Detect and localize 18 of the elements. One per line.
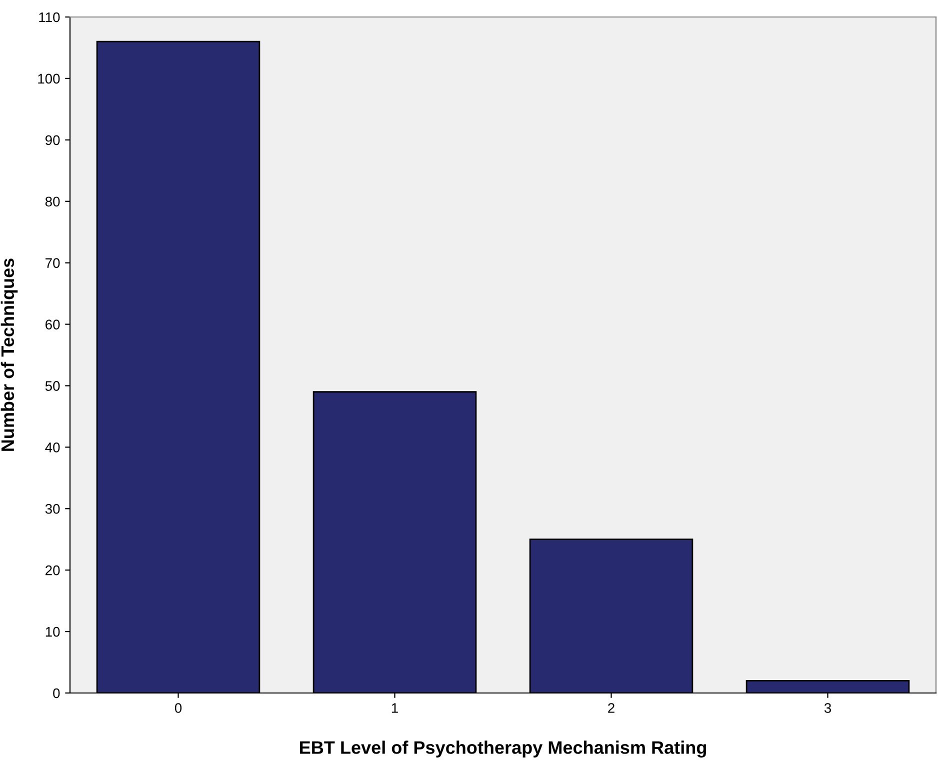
y-tick-label: 50 (45, 381, 60, 391)
y-tick-label: 40 (45, 442, 60, 452)
y-axis-title: Number of Techniques (0, 258, 18, 451)
y-tick-label: 60 (46, 320, 60, 330)
y-tick-label: 10 (46, 626, 60, 637)
y-tick-label: 0 (53, 688, 60, 698)
x-tick-label: 1 (392, 703, 398, 713)
x-tick-label: 2 (608, 703, 614, 713)
x-axis-title: EBT Level of Psychotherapy Mechanism Rating (300, 740, 706, 758)
y-tick-label: 20 (46, 565, 60, 576)
x-tick-label: 3 (824, 703, 831, 713)
x-tick-label: 0 (174, 703, 182, 713)
y-tick-label: 30 (45, 504, 60, 514)
y-tick-label: 110 (39, 12, 60, 22)
y-tick-label: 90 (45, 135, 60, 146)
y-tick-label: 70 (46, 258, 60, 268)
y-tick-label: 100 (38, 74, 60, 84)
y-tick-label: 80 (45, 196, 60, 207)
